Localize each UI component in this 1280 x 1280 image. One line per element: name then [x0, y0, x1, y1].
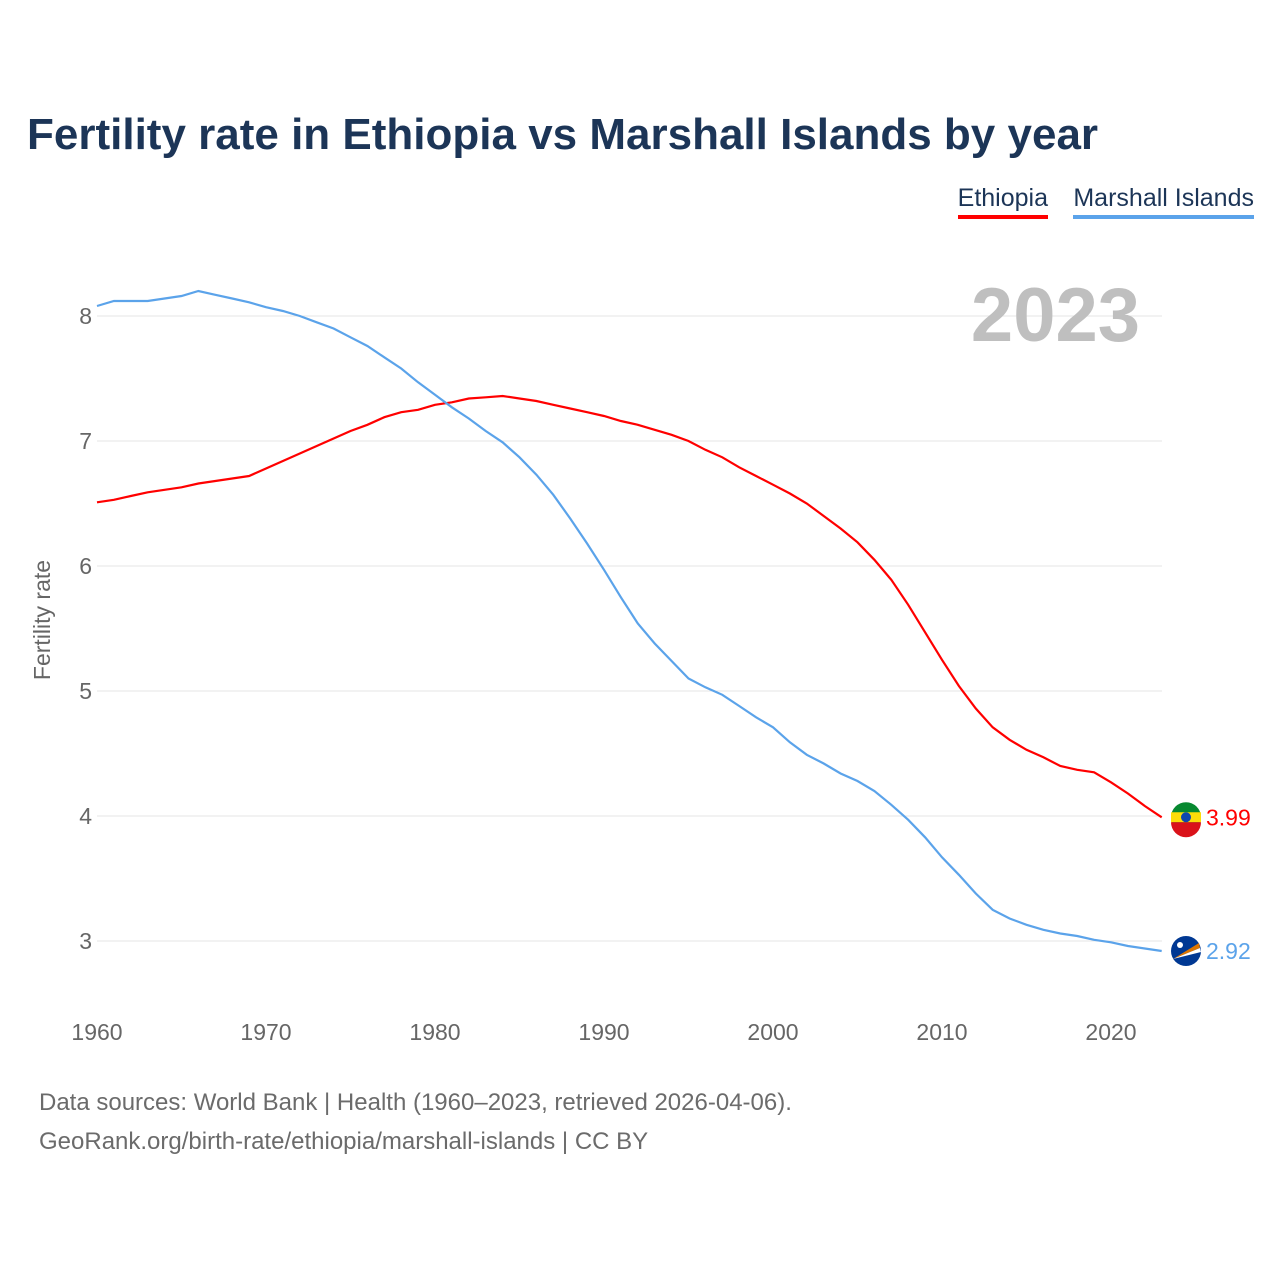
- x-tick-label: 2010: [916, 1019, 967, 1045]
- y-tick-label: 3: [79, 928, 92, 954]
- legend-marshall-islands[interactable]: Marshall Islands: [1073, 184, 1254, 219]
- y-tick-label: 7: [79, 428, 92, 454]
- flag-stripe: [1173, 948, 1201, 959]
- x-tick-label: 2020: [1085, 1019, 1136, 1045]
- footer-sources: Data sources: World Bank | Health (1960–…: [39, 1089, 792, 1116]
- y-tick-label: 6: [79, 553, 92, 579]
- x-tick-label: 2000: [747, 1019, 798, 1045]
- series-line-marshall-islands: [96, 289, 1162, 953]
- year-label: 2023: [971, 273, 1140, 358]
- x-tick-label: 1990: [578, 1019, 629, 1045]
- y-tick-label: 5: [79, 678, 92, 704]
- end-value-label: 3.99: [1206, 804, 1251, 830]
- end-value-label: 2.92: [1206, 938, 1251, 964]
- legend-ethiopia[interactable]: Ethiopia: [957, 184, 1048, 219]
- flag-star: [1177, 942, 1183, 948]
- x-tick-label: 1980: [409, 1019, 460, 1045]
- y-axis-label: Fertility rate: [29, 560, 55, 680]
- flag-emblem: [1181, 812, 1191, 823]
- y-tick-label: 4: [79, 803, 92, 829]
- flag-stripe: [1171, 822, 1201, 838]
- x-tick-label: 1960: [71, 1019, 122, 1045]
- series-line-ethiopia: [96, 394, 1163, 819]
- flag-stripe: [1173, 943, 1200, 959]
- chart-title: Fertility rate in Ethiopia vs Marshall I…: [27, 110, 1099, 159]
- y-tick-label: 8: [79, 303, 92, 329]
- footer-credit: GeoRank.org/birth-rate/ethiopia/marshall…: [39, 1128, 649, 1155]
- x-tick-label: 1970: [240, 1019, 291, 1045]
